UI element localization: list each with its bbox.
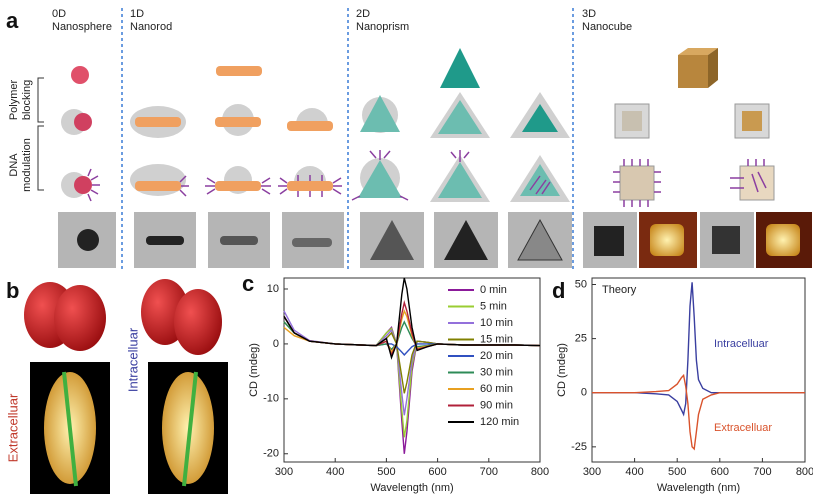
axis-line: [182, 371, 198, 487]
x-tick-label: 700: [753, 466, 771, 478]
x-tick-label: 800: [531, 466, 549, 478]
panel-label: d: [552, 278, 565, 303]
legend-label: 15 min: [480, 333, 513, 345]
series-label: Extracelluar: [714, 422, 772, 434]
legend-label: 10 min: [480, 317, 513, 329]
cell-image: [54, 285, 106, 351]
cell-image: [174, 289, 222, 355]
y-tick-label: 0: [581, 387, 587, 399]
row-label: modulation: [21, 138, 33, 192]
cell-label: Intracelluar: [125, 327, 140, 392]
legend-label: 20 min: [480, 350, 513, 362]
x-tick-label: 500: [668, 466, 686, 478]
column-dim: 1D: [130, 8, 144, 20]
legend-label: 60 min: [480, 383, 513, 395]
legend-label: 90 min: [480, 399, 513, 411]
cell-label: Extracelluar: [5, 393, 20, 462]
cell-photo: [162, 372, 214, 484]
y-tick-label: 50: [575, 278, 587, 290]
legend-label: 0 min: [480, 284, 507, 296]
panel-label: a: [6, 8, 19, 33]
tem-images: [58, 212, 812, 268]
panel-label: b: [6, 278, 19, 303]
x-tick-label: 300: [275, 466, 293, 478]
y-axis-label: CD (mdeg): [248, 343, 260, 397]
y-tick-label: 0: [273, 338, 279, 350]
y-tick-label: -25: [571, 441, 587, 453]
column-name: Nanosphere: [52, 21, 112, 33]
x-axis-label: Wavelength (nm): [657, 482, 740, 494]
axis-line: [62, 371, 78, 487]
y-axis-label: CD (mdeg): [556, 343, 568, 397]
panel-label: c: [242, 271, 254, 296]
annotation: Theory: [602, 284, 637, 296]
schematic: [61, 48, 775, 207]
x-axis-label: Wavelength (nm): [370, 482, 453, 494]
series-line: [592, 373, 805, 451]
series-line: [283, 277, 541, 360]
y-tick-label: -10: [263, 393, 279, 405]
plot-frame: [283, 277, 541, 463]
bracket: [37, 77, 44, 191]
x-tick-label: 800: [796, 466, 813, 478]
column-dim: 0D: [52, 8, 66, 20]
x-tick-label: 500: [377, 466, 395, 478]
y-tick-label: 25: [575, 333, 587, 345]
x-tick-label: 400: [625, 466, 643, 478]
series-label: Intracelluar: [714, 338, 769, 350]
legend-label: 5 min: [480, 300, 507, 312]
column-name: Nanorod: [130, 21, 172, 33]
column-dim: 3D: [582, 8, 596, 20]
x-tick-label: 600: [711, 466, 729, 478]
x-tick-label: 300: [583, 466, 601, 478]
row-label: DNA: [8, 153, 20, 177]
legend-label: 120 min: [480, 416, 519, 428]
legend-label: 30 min: [480, 366, 513, 378]
x-tick-label: 600: [428, 466, 446, 478]
plot-frame: [591, 277, 806, 463]
y-tick-label: -20: [263, 448, 279, 460]
column-name: Nanoprism: [356, 21, 409, 33]
series-line: [592, 282, 805, 417]
x-tick-label: 700: [480, 466, 498, 478]
column-name: Nanocube: [582, 21, 632, 33]
column-dim: 2D: [356, 8, 370, 20]
row-label: Polymer: [8, 79, 20, 120]
y-tick-label: 10: [267, 283, 279, 295]
row-label: blocking: [21, 80, 33, 120]
x-tick-label: 400: [326, 466, 344, 478]
